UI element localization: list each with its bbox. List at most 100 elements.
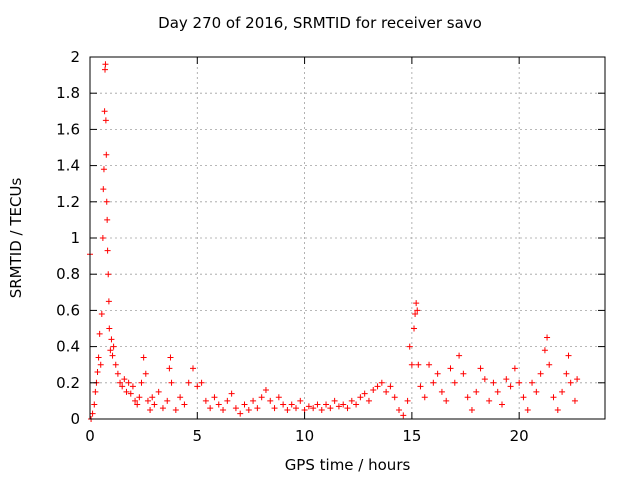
data-point [211,394,218,401]
data-point [102,66,109,73]
data-point [391,394,398,401]
data-point [365,397,372,404]
data-point [123,388,130,395]
data-point [293,405,299,412]
data-point [430,379,437,386]
data-point [408,361,415,368]
data-point [331,397,338,404]
x-axis-label: GPS time / hours [284,456,411,474]
data-point [142,370,149,377]
x-tick-label: 10 [295,427,314,445]
data-point [228,390,235,397]
data-point [107,347,114,354]
data-point [344,405,351,412]
data-point [357,394,364,401]
y-tick-label: 1.8 [56,84,80,102]
data-point [138,379,145,386]
data-point [383,388,390,395]
data-point [340,401,347,408]
data-point [559,388,566,395]
data-point [164,397,171,404]
data-point [99,235,106,241]
data-point [414,307,421,314]
data-point [119,383,126,390]
data-point [305,403,312,410]
data-point [155,388,162,395]
data-point [121,376,128,383]
data-point [245,406,252,413]
data-point [129,383,136,390]
data-point [181,401,188,408]
data-point [335,403,342,410]
y-tick-label: 1.6 [56,120,80,138]
data-point [447,365,454,372]
data-point [250,397,257,404]
data-point [353,401,360,408]
data-point [140,354,147,361]
data-point [280,401,287,408]
data-point [411,325,418,332]
data-point [387,383,394,390]
y-tick-label: 1.4 [56,157,80,175]
data-point [100,186,107,193]
data-point [434,370,441,377]
data-point [494,388,501,395]
data-point [524,406,531,413]
data-point [92,388,99,395]
data-point [546,361,553,368]
chart-title: Day 270 of 2016, SRMTID for receiver sav… [158,14,482,32]
data-point [98,311,105,318]
data-point [565,352,572,359]
data-point [327,405,334,412]
data-point [529,379,536,386]
data-point [477,365,484,372]
y-tick-label: 0.6 [56,301,80,319]
data-point [91,401,98,408]
data-point [147,406,154,413]
data-point [101,108,108,115]
data-point [297,397,304,404]
grid-lines [90,57,605,419]
data-point [481,376,488,383]
x-tick-label: 15 [402,427,421,445]
data-point [241,401,248,408]
data-point [314,401,321,408]
x-tick-label: 0 [85,427,95,445]
data-point [95,354,102,361]
data-point [417,383,424,390]
data-point [106,325,113,332]
data-point [267,397,274,404]
data-point [103,151,110,158]
data-point [370,387,377,394]
data-point [100,166,107,173]
data-point [275,394,282,401]
data-point [117,379,124,386]
y-tick-label: 0.8 [56,265,80,283]
data-point [167,354,174,361]
data-point [207,405,214,412]
data-point [374,383,381,390]
data-point [166,365,173,372]
data-point [378,379,385,386]
data-point [426,361,433,368]
data-point [301,406,308,413]
data-point [114,370,121,377]
y-tick-label: 2 [70,48,80,66]
plot-frame [89,56,606,420]
data-point [94,368,101,375]
data-point [490,379,497,386]
data-point [151,401,158,408]
data-point [438,388,445,395]
data-point [254,405,261,412]
data-point [323,401,330,408]
data-point [503,376,510,383]
data-point [413,300,420,307]
data-point [468,406,475,413]
data-point [89,410,96,417]
data-point [185,379,192,386]
data-point [202,397,209,404]
data-point [404,397,411,404]
data-point [486,397,493,404]
data-point [348,397,355,404]
data-point [544,334,551,341]
